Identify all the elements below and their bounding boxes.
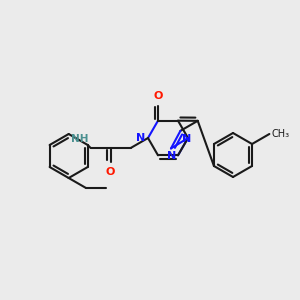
Text: N: N: [182, 134, 192, 144]
Text: NH: NH: [71, 134, 89, 144]
Text: CH₃: CH₃: [272, 129, 290, 139]
Text: N: N: [167, 152, 177, 161]
Text: O: O: [153, 91, 163, 101]
Text: O: O: [106, 167, 116, 177]
Text: N: N: [136, 133, 145, 143]
